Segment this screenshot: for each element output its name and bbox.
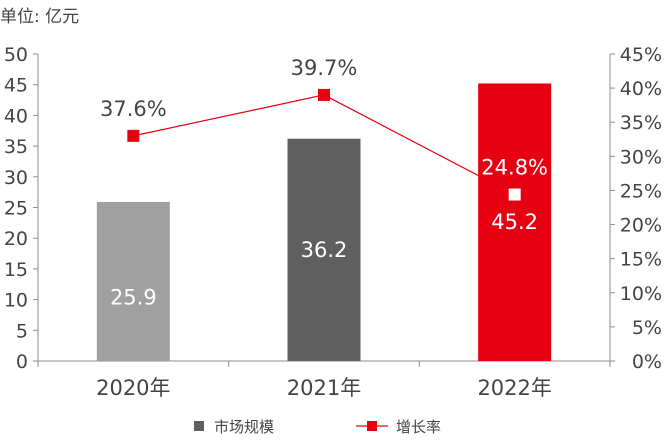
bar-data-label: 45.2 bbox=[491, 210, 538, 234]
x-axis-tick-label: 2020年 bbox=[96, 376, 170, 400]
left-axis-tick-label: 45 bbox=[4, 75, 28, 97]
x-axis-tick-label: 2022年 bbox=[477, 376, 551, 400]
right-axis-tick-label: 40% bbox=[620, 78, 662, 100]
left-axis-tick-label: 20 bbox=[4, 228, 28, 250]
legend-label-market-size: 市场规模 bbox=[214, 418, 274, 436]
right-axis-tick-label: 0% bbox=[632, 351, 662, 373]
growth-rate-data-label: 24.8% bbox=[481, 156, 548, 180]
left-axis-tick-label: 40 bbox=[4, 105, 28, 127]
bar-data-label: 25.9 bbox=[110, 285, 157, 309]
legend-marker-growth-rate bbox=[367, 421, 377, 431]
left-axis-tick-label: 5 bbox=[16, 320, 28, 342]
left-axis-tick-label: 10 bbox=[4, 290, 28, 312]
growth-rate-point bbox=[508, 188, 521, 201]
left-axis-tick-label: 15 bbox=[4, 259, 28, 281]
growth-rate-point bbox=[318, 88, 330, 101]
right-axis-tick-label: 30% bbox=[620, 146, 662, 168]
right-axis-tick-label: 15% bbox=[620, 249, 662, 271]
left-axis-tick-label: 0 bbox=[16, 351, 28, 373]
growth-rate-data-label: 39.7% bbox=[291, 56, 358, 80]
unit-label: 单位: 亿元 bbox=[0, 7, 80, 27]
left-axis-tick-label: 35 bbox=[4, 136, 28, 158]
right-axis-tick-label: 5% bbox=[632, 317, 662, 339]
bar-data-label: 36.2 bbox=[301, 238, 348, 262]
bar bbox=[287, 138, 361, 361]
left-axis-tick-label: 25 bbox=[4, 198, 28, 220]
x-axis-tick-label: 2021年 bbox=[287, 376, 361, 400]
right-axis-tick-label: 45% bbox=[620, 44, 662, 66]
legend-label-growth-rate: 增长率 bbox=[396, 418, 441, 436]
growth-rate-data-label: 37.6% bbox=[100, 97, 167, 121]
legend-swatch-market-size bbox=[194, 421, 204, 431]
left-axis-tick-label: 50 bbox=[4, 44, 28, 66]
bar bbox=[96, 201, 170, 361]
right-axis-tick-label: 20% bbox=[620, 215, 662, 237]
left-axis-tick-label: 30 bbox=[4, 167, 28, 189]
right-axis-tick-label: 10% bbox=[620, 283, 662, 305]
growth-rate-point bbox=[127, 129, 140, 142]
right-axis-tick-label: 25% bbox=[620, 180, 662, 202]
right-axis-tick-label: 35% bbox=[620, 112, 662, 134]
bar bbox=[478, 83, 552, 362]
